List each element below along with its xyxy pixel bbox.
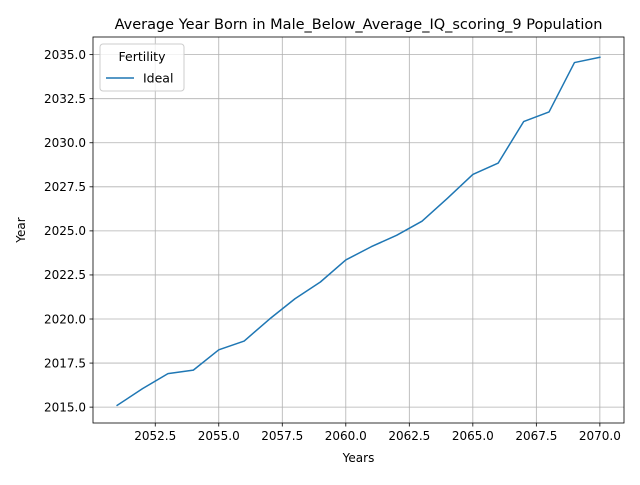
- x-axis-ticks: 2052.5 2055.0 2057.5 2060.0 2062.5 2065.0 2067…: [134, 423, 621, 443]
- y-tick-label: 2017.5: [44, 356, 86, 370]
- x-tick-label: 2070.0: [579, 429, 621, 443]
- x-tick-label: 2055.0: [198, 429, 240, 443]
- x-tick-label: 2062.5: [388, 429, 430, 443]
- legend: Fertility Ideal: [99, 43, 185, 92]
- series-lines: [116, 56, 601, 407]
- plot-area-frame: [92, 36, 625, 424]
- x-tick-label: 2052.5: [134, 429, 176, 443]
- x-axis-label: Years: [342, 451, 375, 465]
- legend-title: Fertility: [119, 49, 167, 64]
- y-tick-label: 2015.0: [44, 400, 86, 414]
- y-tick-label: 2025.0: [44, 224, 86, 238]
- x-tick-label: 2065.0: [452, 429, 494, 443]
- y-axis-label: Year: [14, 217, 28, 243]
- y-tick-label: 2020.0: [44, 312, 86, 326]
- y-tick-label: 2032.5: [44, 92, 86, 106]
- y-axis-ticks: 2015.0 2017.5 2020.0 2022.5 2025.0 2027.5 2030…: [44, 48, 93, 414]
- x-tick-label: 2057.5: [261, 429, 303, 443]
- x-tick-label: 2060.0: [325, 429, 367, 443]
- y-tick-label: 2022.5: [44, 268, 86, 282]
- legend-entry-ideal: Ideal: [143, 71, 173, 86]
- legend-box: [99, 43, 185, 92]
- chart-title: Average Year Born in Male_Below_Average_…: [115, 17, 603, 33]
- y-tick-label: 2030.0: [44, 136, 86, 150]
- y-tick-label: 2027.5: [44, 180, 86, 194]
- y-tick-label: 2035.0: [44, 48, 86, 62]
- series-line-ideal: [116, 56, 601, 407]
- x-tick-label: 2067.5: [515, 429, 557, 443]
- grid: [93, 37, 624, 423]
